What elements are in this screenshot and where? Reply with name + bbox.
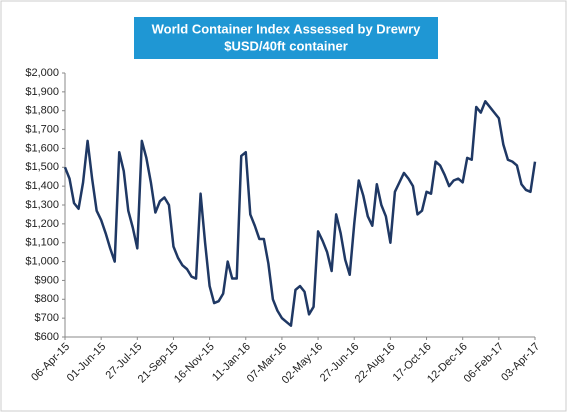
y-tick-label: $1,800 [25,105,59,117]
y-tick-label: $1,600 [25,142,59,154]
y-tick-label: $700 [35,312,59,324]
y-tick-label: $1,700 [25,123,59,135]
y-tick-label: $1,900 [25,86,59,98]
line [63,100,537,327]
y-tick-label: $900 [35,274,59,286]
chart-subtitle: $USD/40ft container [224,38,348,53]
y-tick-label: $1,100 [25,237,59,249]
y-tick-label: $1,400 [25,180,59,192]
y-tick-label: $1,200 [25,218,59,230]
title-box [134,17,438,59]
chart-title: World Container Index Assessed by Drewry [152,21,422,36]
y-tick-label: $1,300 [25,199,59,211]
y-tick-label: $2,000 [25,67,59,79]
y-tick-label: $600 [35,331,59,343]
y-tick-label: $1,000 [25,255,59,267]
y-tick-label: $1,500 [25,161,59,173]
y-tick-label: $800 [35,293,59,305]
